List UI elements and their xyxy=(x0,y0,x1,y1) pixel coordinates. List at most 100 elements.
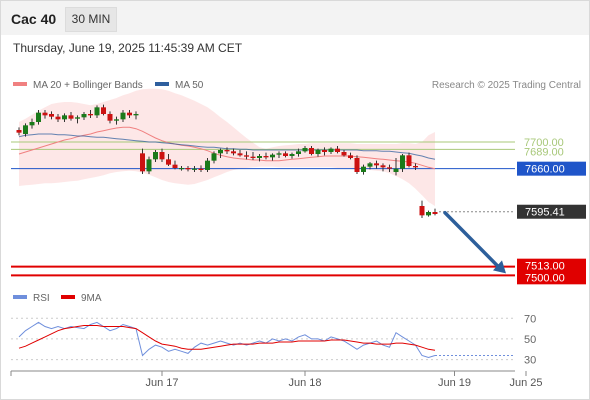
candle-29 xyxy=(205,158,210,172)
candle-34 xyxy=(237,150,243,157)
candle-40 xyxy=(276,151,282,158)
candle-body xyxy=(419,206,425,216)
rsi-tick-50: 50 xyxy=(524,334,536,346)
timestamp: Thursday, June 19, 2025 11:45:39 AM CET xyxy=(13,41,243,55)
rsi-tick-70: 70 xyxy=(524,313,536,325)
candle-2 xyxy=(29,118,35,129)
candle-15 xyxy=(114,116,119,125)
candle-body xyxy=(127,112,132,116)
candle-33 xyxy=(231,148,236,156)
candle-body xyxy=(159,152,165,160)
interval-button[interactable]: 30 MIN xyxy=(65,7,117,32)
candle-body xyxy=(140,153,145,172)
candle-25 xyxy=(179,166,184,171)
candle-12 xyxy=(94,105,100,118)
candle-17 xyxy=(127,110,132,118)
price-label-7500.00-bg xyxy=(517,270,586,285)
price-label-7595.41: 7595.41 xyxy=(525,207,565,219)
x-tick-label-0: Jun 17 xyxy=(145,377,178,389)
candle-1 xyxy=(23,123,28,137)
candle-body xyxy=(231,151,236,154)
candle-body xyxy=(29,122,35,126)
candle-27 xyxy=(192,166,197,172)
candle-body xyxy=(387,167,392,169)
legend-ma50-label: MA 50 xyxy=(175,80,204,91)
candle-24 xyxy=(172,160,178,170)
legend-ma50: MA 50 xyxy=(155,80,203,91)
symbol-title: Cac 40 xyxy=(11,11,57,27)
candle-body xyxy=(393,168,399,172)
candle-body xyxy=(179,168,184,170)
candle-body xyxy=(250,156,256,158)
candle-10 xyxy=(81,112,87,120)
price-label-7500.00: 7500.00 xyxy=(525,272,565,284)
price-label-7513.00: 7513.00 xyxy=(525,261,565,273)
candle-60 xyxy=(406,152,412,168)
candle-20 xyxy=(146,156,152,174)
ma50-swatch xyxy=(155,82,169,87)
candle-body xyxy=(172,164,178,168)
candle-body xyxy=(218,150,223,154)
candle-62 xyxy=(419,200,425,218)
candle-body xyxy=(224,150,230,152)
candle-58 xyxy=(393,158,399,176)
price-label-7660.00-bg xyxy=(517,161,586,176)
candle-35 xyxy=(244,151,249,160)
candle-4 xyxy=(42,110,48,119)
candle-body xyxy=(354,158,360,172)
x-tick-label-2: Jun 19 xyxy=(438,377,471,389)
candle-body xyxy=(348,155,353,158)
candle-body xyxy=(309,148,314,154)
rsi-swatch xyxy=(13,295,27,300)
price-label-7689.00: 7689.00 xyxy=(524,146,564,158)
candle-8 xyxy=(68,112,74,121)
candle-30 xyxy=(211,151,217,164)
candle-53 xyxy=(361,164,366,175)
candle-body xyxy=(94,107,100,116)
candle-63 xyxy=(426,210,431,217)
candle-body xyxy=(237,153,243,156)
candle-body xyxy=(367,163,373,167)
candle-body xyxy=(153,152,158,160)
candle-body xyxy=(192,168,197,170)
candle-19 xyxy=(140,148,145,174)
ma9-swatch xyxy=(61,295,75,300)
candle-45 xyxy=(309,146,314,156)
forecast-arrow-head xyxy=(493,260,506,274)
candle-body xyxy=(211,153,217,161)
candle-body xyxy=(62,115,67,120)
x-tick-label-1: Jun 18 xyxy=(288,377,321,389)
candle-36 xyxy=(250,152,256,160)
candle-38 xyxy=(263,152,269,160)
candle-body xyxy=(257,156,262,158)
candle-body xyxy=(361,166,366,172)
candle-23 xyxy=(166,154,171,166)
legend-ma20: MA 20 + Bollinger Bands xyxy=(13,80,143,91)
candle-51 xyxy=(348,152,353,160)
candle-body xyxy=(81,114,87,118)
candle-59 xyxy=(400,154,405,172)
forecast-arrow xyxy=(443,210,502,271)
legend-9ma-label: 9MA xyxy=(81,293,102,304)
candle-48 xyxy=(328,147,334,154)
candle-18 xyxy=(133,111,139,120)
candle-body xyxy=(315,150,321,154)
candle-body xyxy=(341,152,347,156)
candle-31 xyxy=(218,148,223,158)
candle-46 xyxy=(315,148,321,157)
candle-body xyxy=(114,119,119,121)
candle-body xyxy=(289,154,295,156)
candle-37 xyxy=(257,154,262,162)
candle-body xyxy=(120,112,126,120)
candle-body xyxy=(335,148,340,152)
legend-rsi-label: RSI xyxy=(33,293,50,304)
candle-body xyxy=(107,114,113,121)
candle-41 xyxy=(283,151,288,158)
candle-5 xyxy=(49,111,54,120)
candle-57 xyxy=(387,164,392,172)
candle-body xyxy=(88,114,93,116)
candle-55 xyxy=(374,160,379,169)
candle-body xyxy=(283,153,288,156)
candle-body xyxy=(426,212,431,216)
